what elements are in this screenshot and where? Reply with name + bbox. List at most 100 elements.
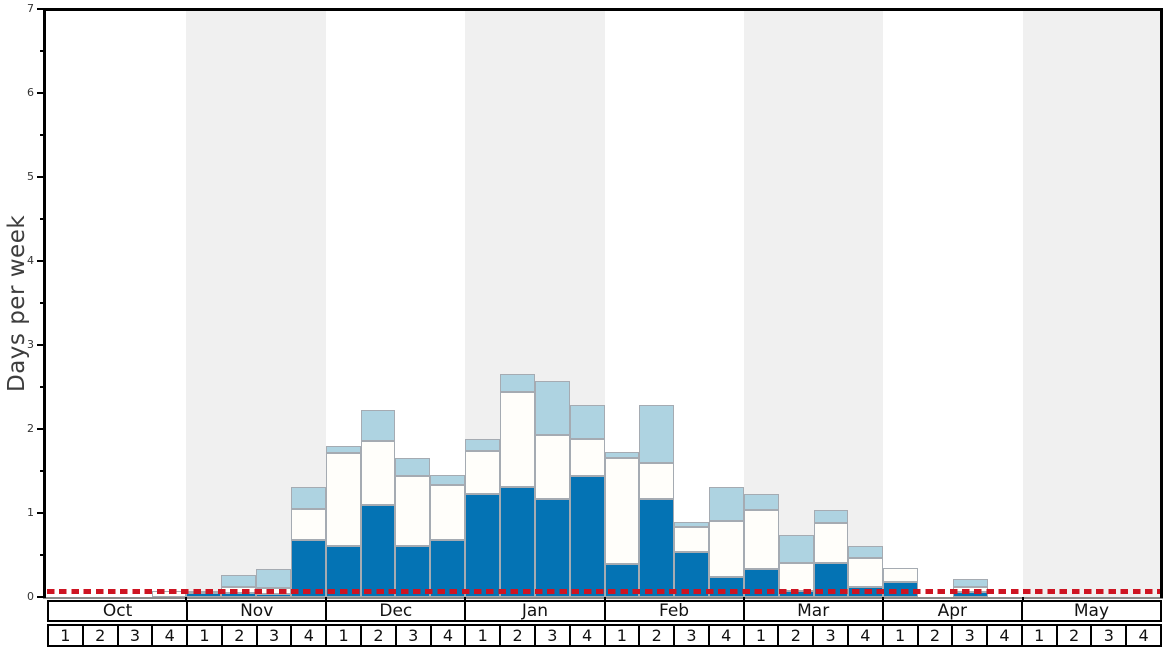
y-minor-tick [40,134,44,136]
week-cell: 2 [777,626,812,645]
y-major-tick [37,92,44,94]
y-minor-tick [40,554,44,556]
week-cell: 1 [60,626,71,645]
week-cell: 4 [846,626,882,645]
bar-segment-white-middle [499,392,535,487]
week-cell: 2 [1055,626,1091,645]
bar-segment-white-middle [709,521,744,577]
bar-segment-dark-blue-bottom [290,539,326,597]
week-cell: 3 [116,626,152,645]
bar-segment-dark-blue-bottom [360,504,396,597]
month-cell-nov: Nov [186,601,325,621]
bar-segment-white-middle [813,523,849,563]
week-cell: 1 [186,626,221,645]
bar-segment-light-blue-top [221,575,257,587]
y-minor-tick [40,50,44,52]
y-minor-tick [40,218,44,220]
y-axis-line [43,8,46,598]
bar-segment-dark-blue-bottom [395,545,431,597]
month-cell-oct: Oct [102,601,133,621]
bar-segment-light-blue-top [813,509,849,524]
bar-segment-dark-blue-bottom [465,493,500,597]
bar-segment-light-blue-top [848,545,884,559]
week-cell: 4 [707,626,743,645]
bar-segment-dark-blue-bottom [325,545,361,597]
week-cell: 3 [1090,626,1125,645]
y-tick-label: 2 [27,422,34,435]
bar-segment-light-blue-top [639,404,675,463]
week-cell: 1 [881,626,917,645]
bar-segment-light-blue-top [743,493,779,511]
bar-segment-white-middle [290,508,326,540]
week-cell: 4 [1125,626,1160,645]
week-cell: 1 [325,626,360,645]
week-cell: 3 [951,626,986,645]
bar-segment-light-blue-top [430,475,466,486]
month-cell-apr: Apr [881,601,1021,621]
week-cell: 4 [429,626,465,645]
y-major-tick [37,428,44,430]
bar-segment-dark-blue-bottom [534,498,570,597]
week-cell: 2 [916,626,952,645]
month-axis-row: Oct Nov Dec Jan Feb Mar Apr May [47,600,1162,622]
bar-segment-light-blue-top [465,439,500,451]
bar-segment-white-middle [848,558,884,587]
bar-segment-light-blue-top [778,534,814,563]
bar-segment-white-middle [604,457,640,565]
week-cell: 2 [360,626,395,645]
bar-segment-dark-blue-bottom [256,594,291,597]
bar-segment-white-middle [325,453,361,546]
y-tick-label: 6 [27,86,34,99]
bar-segment-white-middle [395,476,431,546]
week-cell: 2 [220,626,256,645]
week-cell: 1 [1020,626,1056,645]
bar-segment-white-middle [883,568,919,582]
y-major-tick [37,176,44,178]
bar-segment-light-blue-top [360,409,396,441]
bar-segment-dark-blue-bottom [499,486,535,597]
month-band-may [1022,9,1162,597]
y-major-tick [37,8,44,10]
y-tick-label: 0 [27,590,34,603]
bar-segment-white-middle [743,510,779,570]
week-cell: 3 [533,626,569,645]
bar-segment-light-blue-top [499,374,535,393]
bar-segment-white-middle [569,439,605,477]
week-cell: 4 [568,626,604,645]
y-minor-tick [40,386,44,388]
week-cell: 3 [255,626,291,645]
y-major-tick [37,344,44,346]
week-cell: 3 [394,626,430,645]
month-cell-feb: Feb [603,601,743,621]
bar-segment-light-blue-top [290,486,326,509]
y-major-tick [37,260,44,262]
week-cell: 2 [638,626,673,645]
bar-segment-dark-blue-bottom [639,498,675,597]
month-cell-dec: Dec [325,601,464,621]
bar-segment-white-middle [778,562,814,592]
bar-segment-white-middle [430,485,466,540]
reference-line [47,589,1162,595]
week-cell: 2 [499,626,534,645]
y-tick-label: 1 [27,506,34,519]
plot-top-border [43,8,1163,11]
week-cell: 1 [742,626,778,645]
bar-segment-light-blue-top [952,579,988,587]
bar-segment-light-blue-top [534,381,570,435]
month-cell-may: May [1020,601,1160,621]
bar-segment-dark-blue-bottom [430,539,466,597]
week-cell: 4 [986,626,1021,645]
plot-right-border [1160,8,1163,598]
x-axis-baseline [43,597,1163,599]
month-cell-jan: Jan [464,601,603,621]
bar-segment-light-blue-top [709,486,744,522]
bar-segment-white-middle [674,527,710,553]
bar-segment-white-middle [639,462,675,499]
y-tick-label: 7 [27,2,34,15]
month-cell-mar: Mar [742,601,882,621]
y-minor-tick [40,470,44,472]
week-cell: 2 [81,626,117,645]
week-cell: 3 [812,626,847,645]
y-tick-label: 3 [27,338,34,351]
